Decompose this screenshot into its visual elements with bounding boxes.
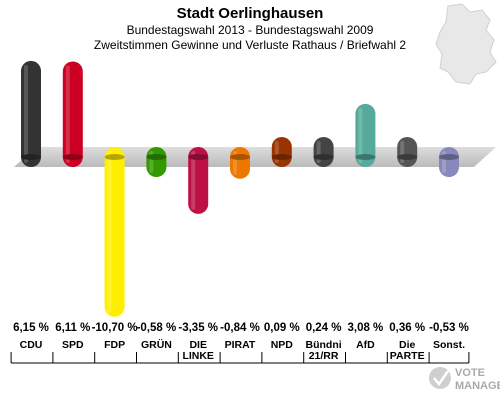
bar-rim-1 [62,154,83,160]
bar-highlight-1 [65,65,70,163]
bar-4 [188,147,209,214]
votemanager-logo: VOTE MANAGER [429,367,500,392]
value-label-4: -3,35 % [178,322,218,334]
value-label-3: -0,58 % [137,322,177,334]
category-label-1: SPD [62,339,84,351]
bar-2 [104,147,125,317]
value-label-2: -10,70 % [92,322,138,334]
ballot-check-icon [429,367,451,389]
bar-highlight-8 [358,107,363,163]
category-label-2: FDP [104,339,125,351]
category-label-6: NPD [271,339,294,351]
category-label-9-line-1: Die [399,339,416,351]
category-label-4-line-2: LINKE [182,350,214,362]
germany-map-icon [435,3,497,85]
bar-rim-0 [21,154,41,160]
category-brackets [10,352,470,364]
chart-title: Stadt Oerlinghausen [177,5,324,22]
logo-text-manager: MANAGER [455,380,500,392]
value-label-8: 3,08 % [347,322,383,334]
bar-highlight-4 [191,151,196,210]
bar-rim-7 [313,154,334,160]
category-label-8: AfD [356,339,375,351]
chart-subtitle-2: Zweitstimmen Gewinne und Verluste Rathau… [94,38,406,52]
bar-highlight-2 [107,151,112,313]
value-label-9: 0,36 % [389,322,425,334]
category-label-9-line-2: PARTE [390,350,425,362]
logo-text-vote: VOTE [455,367,485,379]
category-label-5: PIRAT [225,339,256,351]
category-label-7-line-2: 21/RR [309,350,339,362]
category-label-10: Sonst. [433,339,465,351]
baseline-platform [14,147,496,167]
value-label-10: -0,53 % [429,322,469,334]
category-label-3: GRÜN [141,338,172,351]
bar-rim-4 [188,154,209,160]
category-label-0: CDU [20,339,43,351]
bar-8 [355,103,376,167]
bar-rim-9 [397,154,418,160]
value-label-7: 0,24 % [306,322,342,334]
bars-layer [21,60,459,317]
value-labels-layer: 6,15 % 6,11 % -10,70 %-0,58 % -3,35 % -0,84 … [13,322,469,334]
value-label-0: 6,15 % [13,322,49,334]
value-label-6: 0,09 % [264,322,300,334]
bar-rim-6 [271,154,292,160]
bar-rim-8 [355,154,376,160]
value-label-5: -0,84 % [220,322,260,334]
bar-rim-5 [230,154,250,160]
bar-rim-10 [439,154,459,160]
bar-rim-3 [146,154,167,160]
category-label-7-line-1: Bündni [306,339,342,351]
bar-0 [21,60,41,167]
category-label-4-line-1: DIE [189,339,207,351]
value-label-1: 6,11 % [55,322,90,334]
bar-1 [62,61,83,167]
chart-subtitle-1: Bundestagswahl 2013 - Bundestagswahl 200… [127,23,374,37]
bar-highlight-0 [24,64,28,163]
bar-rim-2 [104,154,125,160]
